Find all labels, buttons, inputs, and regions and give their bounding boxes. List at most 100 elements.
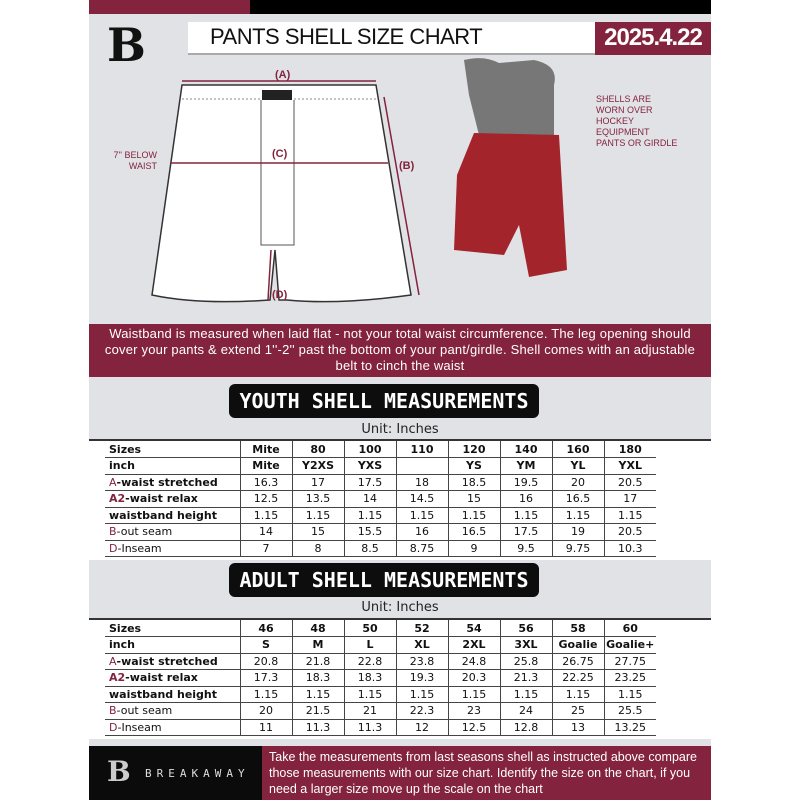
table-cell: 23 (447, 702, 500, 720)
youth-table: Sizes Mite 80 100 110 120 140 160 180 inch Mite Y2X… (105, 441, 656, 557)
table-cell: 1.15 (291, 686, 344, 703)
table-cell: 21.5 (291, 702, 344, 720)
page-title: PANTS SHELL SIZE CHART (188, 22, 596, 55)
table-cell: 22.8 (343, 653, 396, 670)
table-cell: 21 (343, 702, 396, 720)
table-row: D-Inseam 7 8 8.5 8.75 9 9.5 9.75 10.3 (105, 540, 656, 557)
adult-unit: Unit: Inches (361, 600, 439, 615)
table-cell: L (343, 636, 396, 654)
table-cell: 20.5 (603, 474, 656, 491)
row-label-text: inch (109, 459, 135, 473)
row-label: Sizes (105, 441, 240, 458)
row-label: B-out seam (105, 702, 240, 720)
footer-brand-name: BREAKAWAY (145, 767, 250, 780)
table-cell: 18 (395, 474, 448, 491)
adult-table: Sizes 46 48 50 52 54 56 58 60 inch S M L XL 2XL 3XL Goal… (105, 620, 656, 736)
table-cell: 1.15 (343, 686, 396, 703)
table-cell: 1.15 (395, 507, 448, 524)
row-label-text: -waist stretched (116, 475, 218, 489)
table-cell: 1.15 (291, 507, 344, 524)
row-label-text: -out seam (116, 525, 173, 539)
table-row: A2-waist relax 12.5 13.5 14 14.5 15 16 16.5 17 (105, 490, 656, 508)
table-cell: 23.8 (395, 653, 448, 670)
table-cell: 17 (291, 474, 344, 491)
table-cell: 20.8 (239, 653, 292, 670)
youth-table-panel: Sizes Mite 80 100 110 120 140 160 180 inch Mite Y2X… (89, 439, 711, 560)
table-cell: 8.5 (343, 540, 396, 557)
table-cell: 19.3 (395, 669, 448, 687)
table-cell: 8 (291, 540, 344, 557)
table-cell: 24.8 (447, 653, 500, 670)
footer-logo: B (107, 755, 131, 788)
row-label: B-out seam (105, 523, 240, 541)
row-label: D-Inseam (105, 719, 240, 736)
row-label-text: Sizes (109, 621, 142, 635)
table-cell: 18.5 (447, 474, 500, 491)
youth-section-title: YOUTH SHELL MEASUREMENTS (229, 384, 539, 418)
table-cell: 16.5 (447, 523, 500, 541)
table-cell: 14 (239, 523, 292, 541)
table-cell: 1.15 (447, 507, 500, 524)
label-c: (C) (272, 148, 288, 160)
adult-table-panel: Sizes 46 48 50 52 54 56 58 60 inch S M L XL 2XL 3XL Goal… (89, 618, 711, 739)
table-cell: S (239, 636, 292, 654)
table-cell: 16 (499, 490, 552, 508)
table-cell: 7 (239, 540, 292, 557)
table-cell: 19 (551, 523, 604, 541)
table-cell: 20 (239, 702, 292, 720)
table-cell: 46 (239, 620, 292, 637)
table-cell: 9.75 (551, 540, 604, 557)
table-cell: 3XL (499, 636, 552, 654)
table-cell: 80 (291, 441, 344, 458)
table-cell: 21.8 (291, 653, 344, 670)
table-cell: YXL (603, 457, 656, 475)
row-label-prefix: A2 (109, 671, 126, 685)
table-cell: 1.15 (239, 686, 292, 703)
table-cell: 1.15 (551, 686, 604, 703)
table-cell: 15 (447, 490, 500, 508)
row-label-prefix: A2 (109, 492, 126, 506)
table-cell: 14 (343, 490, 396, 508)
table-cell: 24 (499, 702, 552, 720)
top-strip-accent (89, 0, 250, 14)
table-cell: 11.3 (343, 719, 396, 736)
table-cell: 1.15 (499, 686, 552, 703)
table-cell: 17.5 (343, 474, 396, 491)
row-label: inch (105, 457, 240, 475)
label-a: (A) (275, 69, 291, 81)
table-cell: 27.75 (603, 653, 656, 670)
table-cell: 1.15 (551, 507, 604, 524)
hockey-pants-photo (454, 58, 567, 277)
table-row: Sizes Mite 80 100 110 120 140 160 180 (105, 441, 656, 458)
row-label-text: Sizes (109, 442, 142, 456)
table-cell: Goalie (551, 636, 604, 654)
top-strip-dark (250, 0, 711, 14)
table-cell: 13 (551, 719, 604, 736)
table-cell: 16.5 (551, 490, 604, 508)
table-cell: 9.5 (499, 540, 552, 557)
table-cell: 50 (343, 620, 396, 637)
table-cell: 15.5 (343, 523, 396, 541)
table-cell: 56 (499, 620, 552, 637)
table-cell: 17.3 (239, 669, 292, 687)
table-cell: 9 (447, 540, 500, 557)
table-cell: 52 (395, 620, 448, 637)
row-label-text: -Inseam (117, 720, 162, 734)
row-label: waistband height (105, 686, 240, 703)
table-cell: 1.15 (239, 507, 292, 524)
table-cell: 20.3 (447, 669, 500, 687)
table-cell: Mite (239, 441, 292, 458)
table-cell: 14.5 (395, 490, 448, 508)
table-row: D-Inseam 11 11.3 11.3 12 12.5 12.8 13 13.25 (105, 719, 656, 736)
row-label-prefix: D (109, 720, 118, 734)
table-cell: 1.15 (603, 507, 656, 524)
table-row: A2-waist relax 17.3 18.3 18.3 19.3 20.3 21.3 22… (105, 669, 656, 687)
table-cell: 26.75 (551, 653, 604, 670)
table-cell: Goalie+ (603, 636, 656, 654)
table-cell: Mite (239, 457, 292, 475)
brand-logo: B (107, 18, 146, 72)
table-cell: 1.15 (603, 686, 656, 703)
label-b: (B) (399, 160, 415, 172)
measurement-banner: Waistband is measured when laid flat - n… (89, 324, 711, 377)
table-cell: 160 (551, 441, 604, 458)
